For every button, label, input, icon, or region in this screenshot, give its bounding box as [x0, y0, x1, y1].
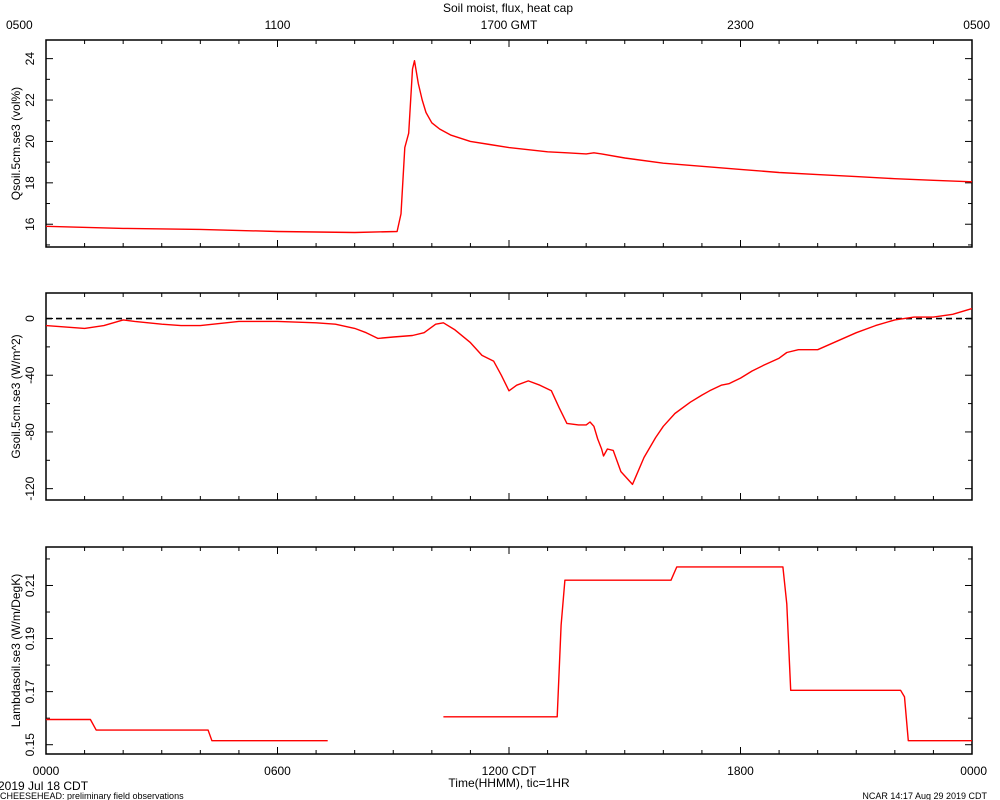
y-tick-label: -120: [23, 476, 37, 500]
top-tick-label: 2300: [727, 18, 754, 32]
chart-title: Soil moist, flux, heat cap: [443, 1, 573, 15]
x-axis-label: Time(HHMM), tic=1HR: [448, 776, 570, 790]
panel-1: 16 18 20 22 24 Qsoil.5cm.se3 (vol%): [9, 39, 973, 248]
date-label: 2019 Jul 18 CDT: [0, 779, 89, 793]
panel-2: 0 -40 -80 -120 Gsoil.5cm.se3 (W/m^2): [9, 292, 973, 501]
top-tick-label: 0500: [963, 18, 990, 32]
y-tick-label: -40: [23, 366, 37, 384]
series-line-1: [45, 60, 973, 234]
y-axis-label: Qsoil.5cm.se3 (vol%): [9, 87, 23, 200]
y-tick-label: 0.21: [23, 573, 37, 597]
footer-left: CHEESEHEAD: preliminary field observatio…: [0, 791, 184, 800]
y-tick-label: 16: [23, 217, 37, 231]
bottom-tick-label: 0000: [960, 764, 987, 778]
plot-frame: [45, 546, 973, 755]
y-tick-label: 24: [23, 52, 37, 66]
series-line-2: [443, 566, 972, 742]
footer-right: NCAR 14:17 Aug 29 2019 CDT: [862, 791, 987, 800]
y-tick-label: -80: [23, 423, 37, 441]
series-line-1: [45, 307, 973, 486]
series-line-1: [46, 718, 328, 742]
y-tick-label: 20: [23, 134, 37, 148]
y-tick-label: 0.17: [23, 680, 37, 704]
plot-frame: [45, 39, 973, 248]
top-tick-label: 1700 GMT: [481, 18, 538, 32]
y-tick-label: 0.15: [23, 733, 37, 757]
top-tick-label: 0500: [6, 18, 33, 32]
top-axis-labels: 0500 1100 1700 GMT 2300 0500: [6, 18, 990, 32]
bottom-axis-labels: 0000 0600 1200 CDT 1800 0000: [33, 764, 988, 778]
top-tick-label: 1100: [265, 18, 291, 32]
y-tick-label: 18: [23, 176, 37, 190]
bottom-tick-label: 0000: [33, 764, 60, 778]
y-tick-label: 0.19: [23, 627, 37, 651]
y-tick-label: 22: [23, 93, 37, 107]
bottom-tick-label: 0600: [264, 764, 291, 778]
bottom-tick-label: 1800: [727, 764, 754, 778]
bottom-tick-label: 1200 CDT: [482, 764, 537, 778]
plot-panels: 16 18 20 22 24 Qsoil.5cm.se3 (vol%) 0 -40 -80 -12…: [6, 18, 990, 778]
y-axis-label: Gsoil.5cm.se3 (W/m^2): [9, 334, 23, 458]
y-tick-label: 0: [23, 315, 37, 322]
plot-frame: [45, 292, 973, 501]
y-axis-label: Lambdasoil.se3 (W/m/DegK): [9, 574, 23, 727]
